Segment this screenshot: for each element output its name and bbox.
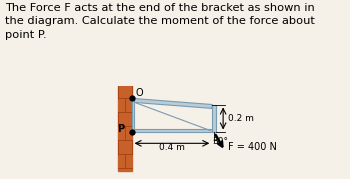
Text: 30°: 30° [213, 137, 229, 146]
Polygon shape [131, 98, 212, 108]
Polygon shape [132, 129, 212, 132]
Text: 0.2 m: 0.2 m [228, 114, 254, 123]
Text: F = 400 N: F = 400 N [228, 142, 277, 152]
Bar [118, 86, 132, 171]
Text: The Force F acts at the end of the bracket as shown in
the diagram. Calculate th: The Force F acts at the end of the brack… [5, 3, 315, 40]
Text: O: O [135, 88, 143, 98]
Polygon shape [132, 98, 134, 132]
Text: 0.4 m: 0.4 m [159, 143, 185, 152]
Text: P: P [117, 124, 124, 134]
Polygon shape [212, 105, 216, 132]
